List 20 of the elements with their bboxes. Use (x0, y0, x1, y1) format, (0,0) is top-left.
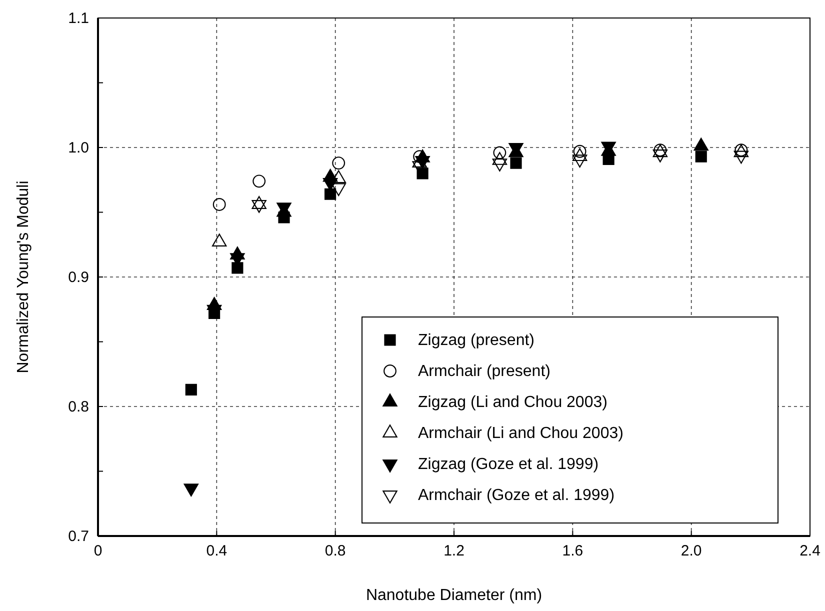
x-tick-label: 0.8 (324, 542, 346, 560)
legend-label: Armchair (Goze et al. 1999) (418, 487, 615, 504)
y-axis-title: Normalized Young's Moduli (15, 180, 32, 374)
x-tick-label: 1.6 (562, 542, 584, 560)
legend-label: Zigzag (Goze et al. 1999) (418, 456, 599, 473)
legend-label: Zigzag (Li and Chou 2003) (418, 394, 608, 411)
x-tick-label: 2.0 (680, 542, 702, 560)
x-tick-label: 1.2 (444, 542, 464, 560)
x-tick-label: 2.4 (800, 542, 820, 560)
legend-label: Zigzag (present) (418, 332, 534, 349)
y-tick-label: 1.1 (68, 10, 89, 27)
y-tick-label: 0.9 (68, 268, 89, 286)
y-tick-label: 0.7 (68, 528, 89, 545)
x-tick-label: 0.4 (206, 542, 228, 560)
legend-label: Armchair (present) (418, 363, 550, 380)
legend-label: Armchair (Li and Chou 2003) (418, 425, 624, 442)
y-tick-label: 1.0 (68, 139, 89, 156)
x-axis-title: Nanotube Diameter (nm) (366, 587, 542, 604)
y-tick-label: 0.8 (68, 398, 89, 416)
x-tick-label: 0 (94, 542, 102, 560)
